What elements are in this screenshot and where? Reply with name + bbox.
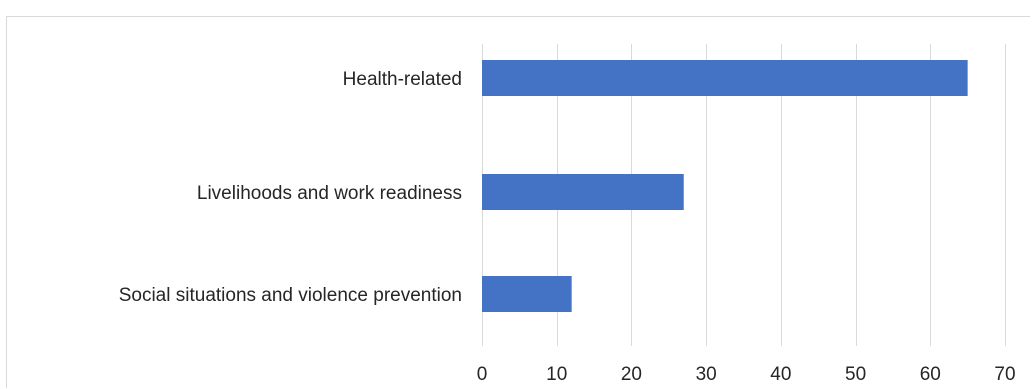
x-tick-label-50: 50 — [845, 364, 866, 385]
x-tick-label-30: 30 — [696, 364, 717, 385]
x-tick-label-70: 70 — [994, 364, 1015, 385]
bar-1 — [482, 174, 684, 210]
category-labels: Health-related Livelihoods and work readi… — [119, 69, 462, 306]
bar-0 — [482, 60, 968, 96]
bar-2 — [482, 276, 572, 312]
x-tick-label-0: 0 — [477, 364, 488, 385]
category-label-1: Livelihoods and work readiness — [197, 183, 462, 204]
category-label-2: Social situations and violence preventio… — [119, 285, 462, 306]
x-tick-label-40: 40 — [770, 364, 791, 385]
bars — [482, 60, 968, 312]
x-axis-tick-labels: 0 10 20 30 40 50 60 70 — [477, 364, 1016, 385]
x-tick-label-60: 60 — [920, 364, 941, 385]
chart-area — [6, 16, 1030, 388]
x-tick-label-10: 10 — [546, 364, 567, 385]
x-tick-label-20: 20 — [621, 364, 642, 385]
category-label-0: Health-related — [343, 69, 462, 90]
